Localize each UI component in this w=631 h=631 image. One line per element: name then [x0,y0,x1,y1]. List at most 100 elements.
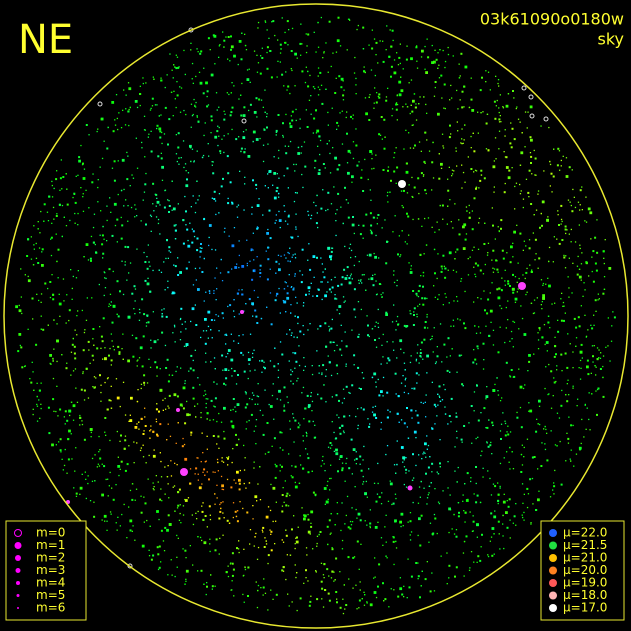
star [578,325,581,328]
star [335,51,338,53]
star [96,130,98,133]
star [562,301,565,304]
star [173,393,177,397]
star [320,562,323,564]
star [395,547,398,549]
star [148,358,150,360]
star [294,419,297,422]
star [475,363,478,365]
star [339,432,342,435]
star [243,482,245,485]
star [119,405,121,408]
star [286,296,290,300]
star [334,297,337,300]
star [63,216,65,218]
star [118,474,120,477]
star [575,345,577,347]
star [223,231,226,233]
star [213,381,215,383]
star [522,206,524,209]
star [42,328,45,331]
star [153,78,155,80]
star [279,52,282,54]
star [310,510,314,514]
star [374,576,376,578]
star [322,189,324,191]
star [355,77,357,80]
star [424,68,426,70]
star [569,201,571,203]
star [464,124,466,126]
star [473,301,475,303]
star [228,93,230,96]
star [183,49,185,52]
star [128,506,130,508]
star [340,206,342,208]
star [294,547,296,550]
star [386,240,388,243]
star [306,433,308,435]
star [352,216,354,218]
star [407,392,410,395]
star [317,328,319,330]
star [203,541,207,545]
star [290,475,292,477]
star [456,121,458,123]
star [554,444,557,446]
star [295,213,297,215]
star [195,512,197,514]
star [499,326,501,328]
star [255,97,258,100]
star [87,340,90,343]
star [244,457,246,459]
star [499,462,502,465]
star [32,371,34,373]
star [308,604,311,607]
star [292,413,294,415]
star [29,378,31,380]
star [585,336,587,338]
star [358,333,360,336]
star [498,85,500,87]
star [520,190,522,192]
star [431,572,433,574]
star [118,112,120,114]
star [480,546,482,548]
star [505,327,507,329]
star [476,494,479,497]
star [160,114,162,116]
star [116,280,119,283]
star [519,193,522,195]
star [508,461,510,463]
star [173,90,175,92]
star [473,410,475,412]
star [397,395,400,398]
star [287,85,290,88]
star [494,383,496,386]
star [342,222,344,225]
star [401,230,403,232]
star [512,468,515,470]
star [565,157,568,159]
star [515,107,517,110]
star [378,283,381,285]
star [251,356,254,358]
star [167,380,170,383]
star [512,320,514,323]
star [592,355,594,358]
star [315,132,318,134]
star [61,235,63,238]
star [426,503,428,505]
star [278,196,280,198]
star [136,360,138,362]
star [275,134,277,136]
star [465,206,468,208]
star [117,345,120,348]
star [596,413,598,416]
star [237,63,239,66]
star [305,293,307,296]
star [400,348,402,350]
star [308,290,310,292]
star [163,550,166,552]
star [561,239,564,241]
